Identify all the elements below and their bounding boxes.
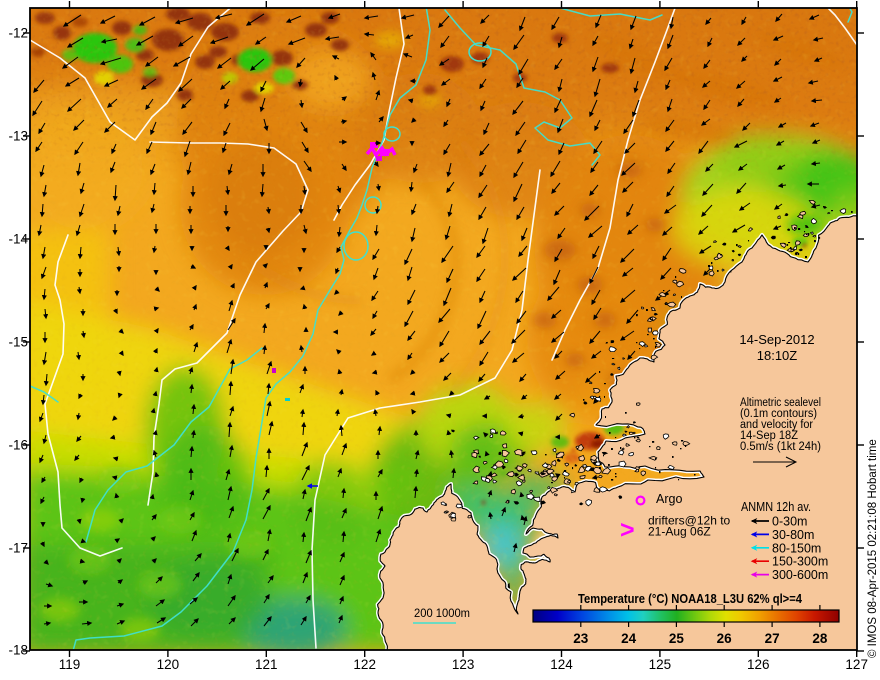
svg-text:Temperature (°C) NOAA18_L3U 62: Temperature (°C) NOAA18_L3U 62% ql>=4	[578, 591, 803, 606]
svg-text:-14: -14	[8, 232, 28, 247]
svg-text:18:10Z: 18:10Z	[757, 348, 798, 363]
svg-text:26: 26	[717, 631, 733, 646]
svg-text:123: 123	[452, 657, 475, 672]
svg-text:0-30m: 0-30m	[772, 515, 807, 529]
svg-text:-17: -17	[8, 541, 28, 556]
svg-text:122: 122	[353, 657, 376, 672]
svg-text:127: 127	[845, 657, 868, 672]
svg-text:150-300m: 150-300m	[772, 555, 828, 569]
svg-text:30-80m: 30-80m	[772, 528, 814, 542]
svg-text:(0.1m contours): (0.1m contours)	[740, 408, 817, 420]
svg-text:27: 27	[765, 631, 780, 646]
svg-text:24: 24	[621, 631, 637, 646]
svg-text:-16: -16	[8, 438, 28, 453]
svg-text:-15: -15	[8, 335, 28, 350]
svg-text:125: 125	[649, 657, 672, 672]
svg-text:>: >	[620, 516, 635, 544]
svg-text:25: 25	[669, 631, 685, 646]
svg-text:23: 23	[573, 631, 589, 646]
svg-text:300-600m: 300-600m	[772, 568, 828, 582]
svg-text:126: 126	[747, 657, 770, 672]
svg-text:-13: -13	[8, 129, 28, 144]
svg-text:80-150m: 80-150m	[772, 541, 821, 555]
svg-text:drifters@12h to: drifters@12h to	[648, 514, 731, 528]
svg-text:14-Sep 18Z: 14-Sep 18Z	[740, 430, 798, 442]
svg-text:and velocity for: and velocity for	[740, 419, 813, 431]
svg-text:© IMOS 08-Apr-2015 02:21:08 Ho: © IMOS 08-Apr-2015 02:21:08 Hobart time	[867, 439, 879, 658]
svg-text:21-Aug 06Z: 21-Aug 06Z	[648, 525, 711, 539]
svg-text:0.5m/s (1kt 24h): 0.5m/s (1kt 24h)	[740, 441, 821, 453]
svg-text:121: 121	[255, 657, 278, 672]
svg-text:124: 124	[550, 657, 573, 672]
svg-text:-12: -12	[8, 26, 28, 41]
svg-text:119: 119	[59, 657, 81, 672]
svg-text:200 1000m: 200 1000m	[414, 606, 470, 620]
svg-text:14-Sep-2012: 14-Sep-2012	[739, 332, 814, 347]
svg-text:Argo: Argo	[656, 492, 682, 506]
svg-text:-18: -18	[8, 643, 28, 658]
svg-text:Altimetric sealevel: Altimetric sealevel	[740, 397, 821, 409]
svg-text:120: 120	[157, 657, 180, 672]
svg-text:ANMN 12h av.: ANMN 12h av.	[741, 500, 811, 514]
svg-text:28: 28	[812, 631, 828, 646]
